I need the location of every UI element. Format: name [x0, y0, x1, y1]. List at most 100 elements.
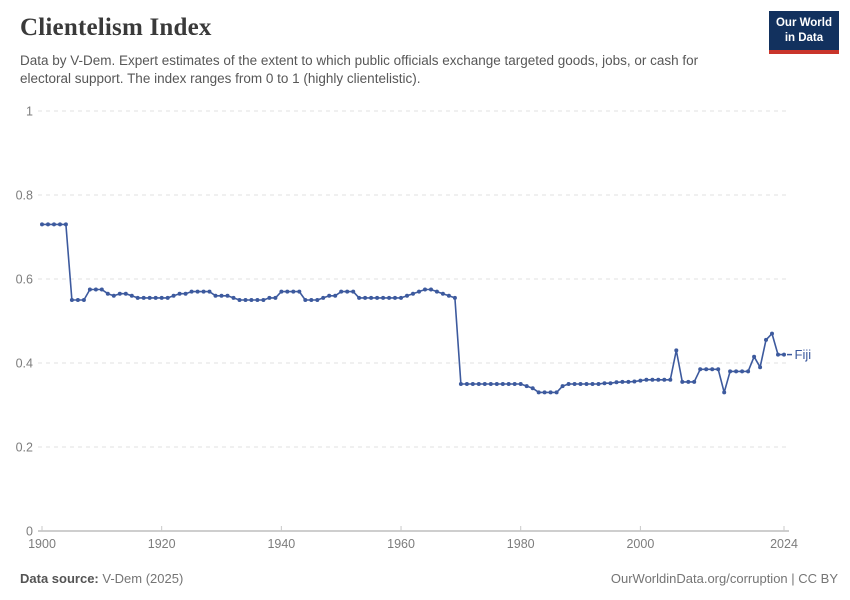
data-point-1937[interactable] — [261, 298, 266, 302]
data-point-2012[interactable] — [710, 367, 715, 372]
data-point-1970[interactable] — [458, 382, 463, 386]
data-point-2023[interactable] — [776, 352, 780, 357]
data-point-1930[interactable] — [219, 293, 224, 298]
data-point-1904[interactable] — [63, 222, 68, 227]
data-point-1992[interactable] — [590, 382, 595, 386]
data-point-1943[interactable] — [297, 289, 302, 294]
data-point-1933[interactable] — [237, 298, 242, 302]
data-point-1997[interactable] — [620, 379, 625, 384]
data-point-1942[interactable] — [291, 289, 296, 294]
data-point-2001[interactable] — [644, 377, 649, 382]
data-point-1945[interactable] — [309, 298, 314, 302]
data-point-1982[interactable] — [530, 386, 535, 391]
data-point-1996[interactable] — [614, 380, 619, 385]
data-point-1986[interactable] — [554, 390, 559, 395]
data-point-1958[interactable] — [387, 295, 392, 300]
data-point-1998[interactable] — [626, 379, 631, 384]
data-point-1993[interactable] — [596, 382, 601, 386]
data-point-1981[interactable] — [524, 384, 529, 389]
data-point-1927[interactable] — [201, 289, 206, 294]
data-point-1921[interactable] — [165, 295, 170, 300]
data-point-1922[interactable] — [171, 293, 176, 298]
data-point-2002[interactable] — [650, 377, 655, 382]
data-point-1955[interactable] — [369, 295, 374, 300]
data-point-2015[interactable] — [728, 369, 733, 374]
data-point-1968[interactable] — [446, 293, 451, 298]
data-point-1931[interactable] — [225, 293, 230, 298]
data-point-1924[interactable] — [183, 291, 188, 296]
data-point-1973[interactable] — [476, 382, 481, 386]
data-point-1994[interactable] — [602, 381, 607, 386]
data-point-1910[interactable] — [99, 287, 104, 292]
data-point-1912[interactable] — [111, 293, 116, 298]
data-point-1908[interactable] — [87, 287, 92, 292]
data-point-1974[interactable] — [482, 382, 487, 386]
data-point-1914[interactable] — [123, 291, 128, 296]
data-point-2006[interactable] — [674, 348, 679, 353]
data-point-1954[interactable] — [363, 295, 368, 300]
data-point-1962[interactable] — [411, 291, 415, 296]
data-point-1906[interactable] — [75, 298, 80, 302]
data-point-1923[interactable] — [177, 291, 182, 296]
data-point-1905[interactable] — [69, 298, 74, 302]
data-point-1941[interactable] — [285, 289, 290, 294]
data-point-1977[interactable] — [500, 382, 505, 386]
data-point-1911[interactable] — [105, 291, 110, 296]
data-point-1928[interactable] — [207, 289, 212, 294]
data-point-2009[interactable] — [692, 379, 697, 384]
data-point-1934[interactable] — [243, 298, 248, 302]
data-point-1964[interactable] — [423, 287, 427, 292]
fiji-trend-line[interactable] — [42, 223, 784, 394]
data-point-1961[interactable] — [405, 293, 409, 298]
data-point-1984[interactable] — [542, 390, 547, 395]
data-point-2007[interactable] — [680, 379, 685, 384]
data-point-1900[interactable] — [40, 222, 44, 227]
data-point-2010[interactable] — [698, 367, 703, 372]
data-point-1990[interactable] — [578, 382, 583, 386]
data-point-1976[interactable] — [494, 382, 499, 386]
data-point-2014[interactable] — [722, 390, 727, 395]
data-point-2017[interactable] — [740, 369, 745, 374]
series-label-fiji[interactable]: Fiji — [795, 347, 812, 362]
data-point-1988[interactable] — [566, 382, 571, 386]
data-point-1995[interactable] — [608, 381, 613, 386]
data-point-1985[interactable] — [548, 390, 553, 395]
data-point-1956[interactable] — [375, 295, 380, 300]
data-point-1901[interactable] — [46, 222, 50, 227]
data-point-2022[interactable] — [770, 331, 774, 336]
data-point-1999[interactable] — [632, 379, 637, 384]
data-point-1936[interactable] — [255, 298, 260, 302]
data-point-1926[interactable] — [195, 289, 200, 294]
data-point-1991[interactable] — [584, 382, 589, 386]
data-point-1987[interactable] — [560, 384, 565, 389]
data-point-2008[interactable] — [686, 379, 691, 384]
data-point-1948[interactable] — [327, 293, 332, 298]
data-point-1989[interactable] — [572, 382, 577, 386]
data-point-2000[interactable] — [638, 378, 643, 383]
data-point-1909[interactable] — [93, 287, 98, 292]
data-point-1965[interactable] — [429, 287, 433, 292]
data-point-1932[interactable] — [231, 295, 236, 300]
data-point-1919[interactable] — [153, 295, 158, 300]
data-point-1920[interactable] — [159, 295, 164, 300]
attribution-link[interactable]: OurWorldinData.org/corruption | CC BY — [610, 571, 838, 586]
data-point-2004[interactable] — [662, 377, 667, 382]
data-point-1967[interactable] — [440, 291, 445, 296]
data-point-1963[interactable] — [417, 289, 421, 294]
data-point-1929[interactable] — [213, 293, 218, 298]
data-point-1903[interactable] — [58, 222, 62, 227]
data-point-1944[interactable] — [303, 298, 308, 302]
data-point-1978[interactable] — [506, 382, 511, 386]
data-point-2020[interactable] — [758, 365, 763, 370]
data-point-1902[interactable] — [52, 222, 56, 227]
data-point-1952[interactable] — [351, 289, 356, 294]
data-point-2011[interactable] — [704, 367, 709, 372]
data-point-1925[interactable] — [189, 289, 194, 294]
data-point-1972[interactable] — [470, 382, 475, 386]
data-point-1951[interactable] — [345, 289, 350, 294]
data-point-1947[interactable] — [321, 295, 326, 300]
data-point-1949[interactable] — [333, 293, 338, 298]
data-point-1980[interactable] — [518, 382, 523, 386]
data-point-1915[interactable] — [129, 293, 134, 298]
data-point-2003[interactable] — [656, 377, 661, 382]
